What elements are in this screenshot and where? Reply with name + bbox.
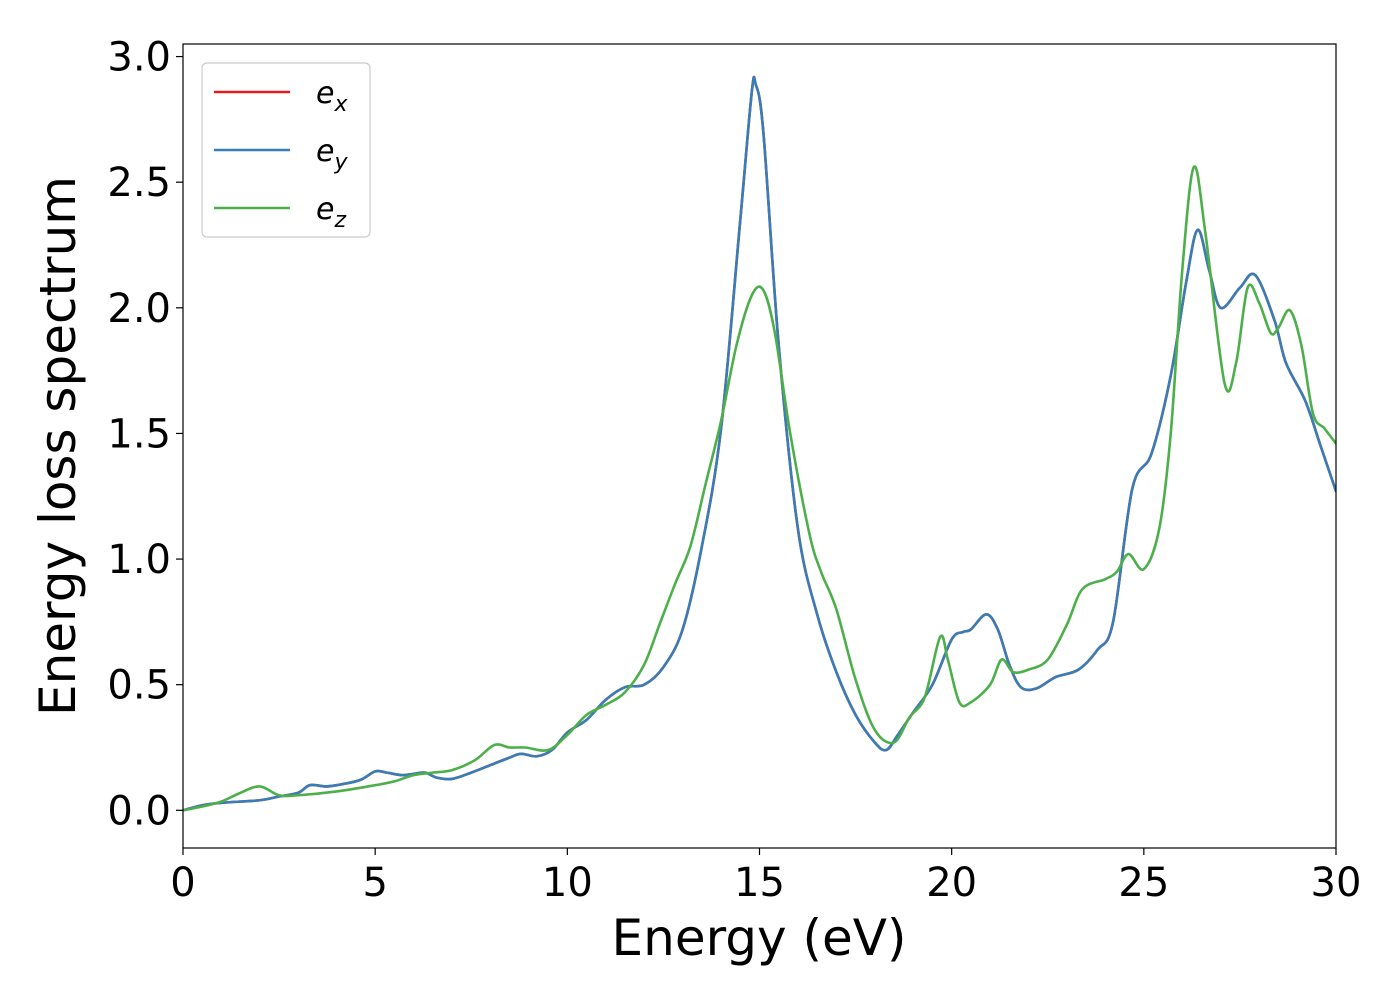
x-tick-label: 0 — [170, 860, 195, 906]
y-tick-label: 3.0 — [107, 35, 171, 81]
y-tick-label: 1.5 — [107, 411, 171, 457]
y-axis-label: Energy loss spectrum — [29, 176, 87, 716]
x-tick-label: 20 — [926, 860, 977, 906]
y-tick-label: 2.0 — [107, 286, 171, 332]
x-tick-label: 25 — [1118, 860, 1169, 906]
series-line-y — [183, 75, 1336, 812]
series-layer — [183, 75, 1336, 812]
series-line-z — [183, 165, 1336, 812]
y-tick-label: 2.5 — [107, 160, 171, 206]
x-tick-label: 5 — [362, 860, 387, 906]
plot-area — [183, 44, 1336, 848]
legend-label-z: ez — [316, 192, 346, 233]
legend: ex ey ez — [201, 62, 371, 238]
axes-layer: 0 5 10 15 20 25 30 0.0 0.5 1.0 1.5 2.0 2.5 3.0 — [107, 35, 1361, 906]
x-tick-label: 15 — [734, 860, 785, 906]
x-tick-label: 10 — [542, 860, 593, 906]
x-tick-label: 30 — [1311, 860, 1362, 906]
legend-label-y: ey — [316, 134, 348, 175]
y-tick-label: 1.0 — [107, 537, 171, 583]
legend-label-x: ex — [316, 76, 348, 117]
x-axis-label: Energy (eV) — [612, 909, 907, 967]
y-tick-label: 0.0 — [107, 788, 171, 834]
plot-background — [183, 44, 1336, 848]
y-tick-label: 0.5 — [107, 663, 171, 709]
